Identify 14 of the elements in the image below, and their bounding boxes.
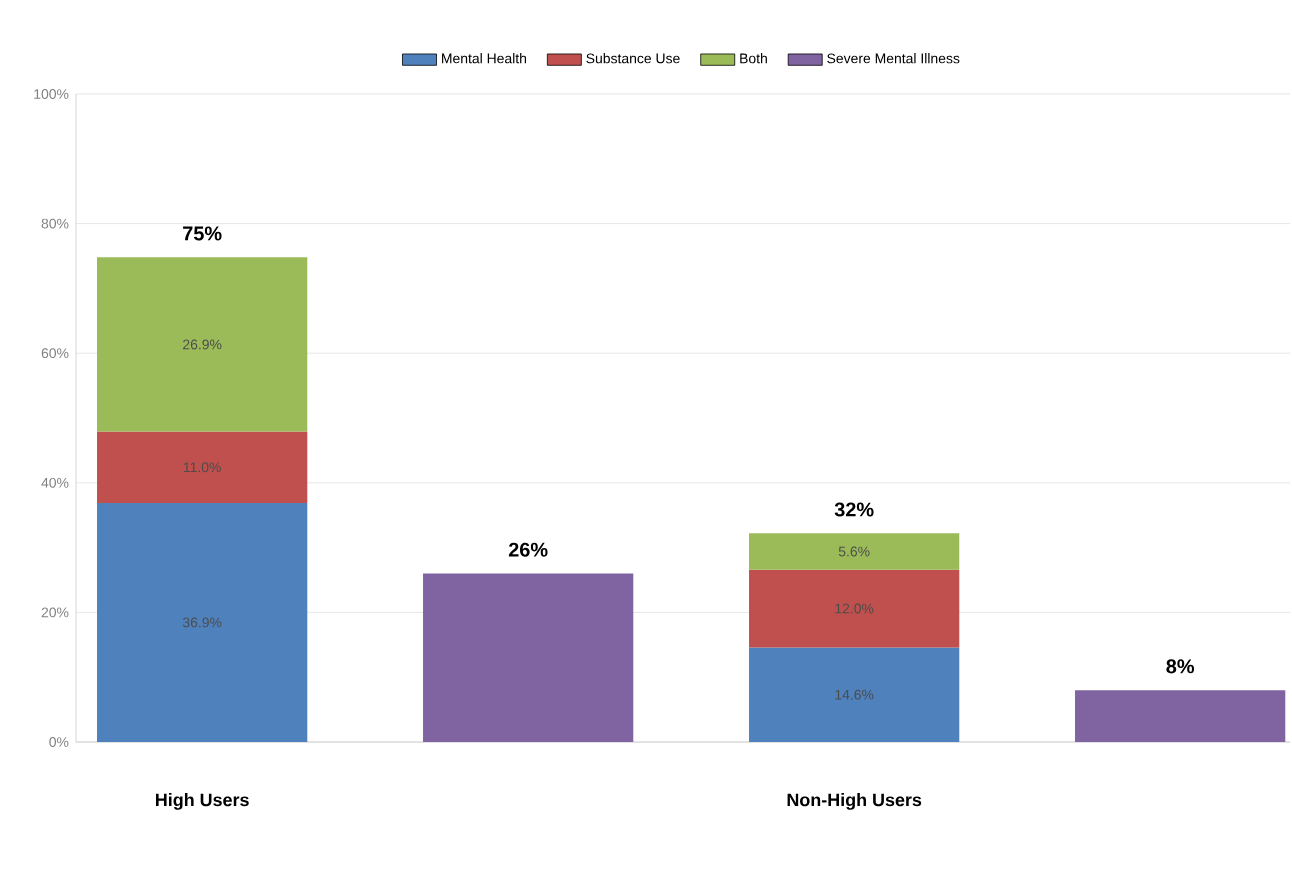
x-tick-label: Non-High Users [787,793,922,810]
data-label: 26% [508,542,548,557]
bar [749,533,960,570]
data-label: 8% [1166,659,1195,674]
total-label: 32% [834,502,874,517]
x-tick-label: High Users [156,793,249,810]
bar [423,573,634,742]
bar [97,257,308,432]
bar [749,647,960,742]
bar [97,502,308,742]
bar [97,431,308,503]
bar [749,569,960,648]
total-label: 75% [183,226,222,241]
bar [1075,690,1286,742]
